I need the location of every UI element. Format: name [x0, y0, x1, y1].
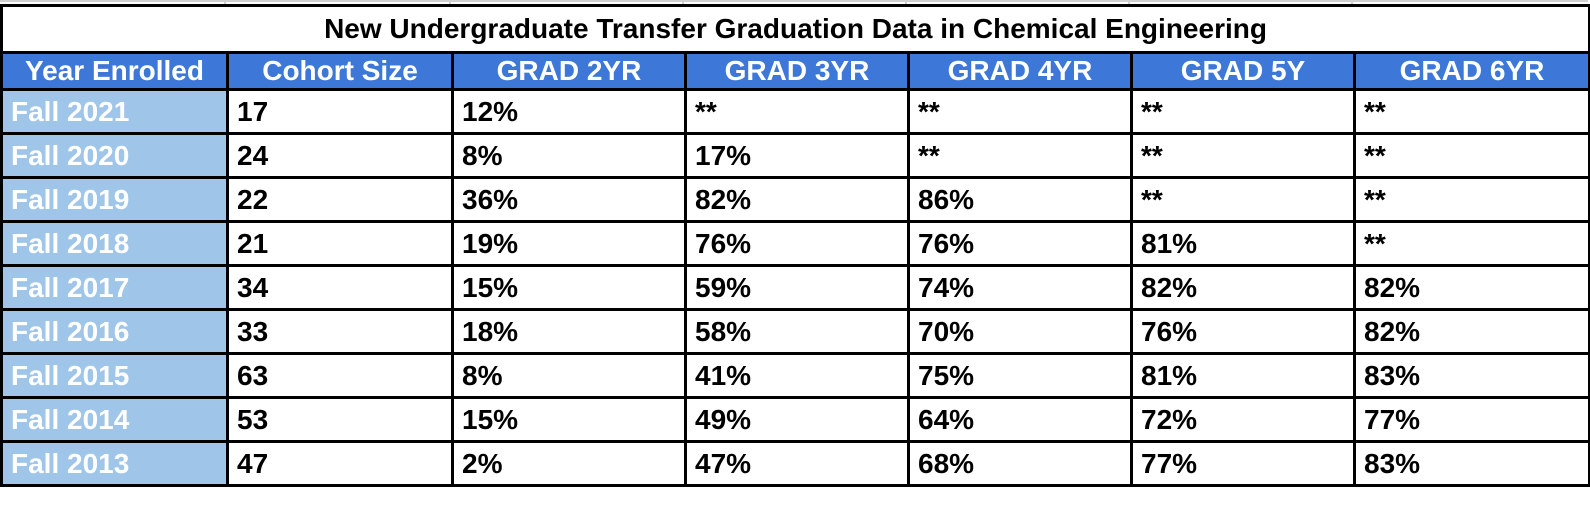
column-header-cohort-size[interactable]: Cohort Size [226, 51, 454, 91]
data-cell[interactable]: 68% [907, 440, 1133, 487]
data-cell[interactable]: ** [1352, 176, 1590, 223]
data-cell[interactable]: 83% [1352, 352, 1590, 399]
data-cell[interactable]: 82% [1130, 264, 1356, 311]
column-header-grad-5y[interactable]: GRAD 5Y [1130, 51, 1356, 91]
data-cell[interactable]: 82% [684, 176, 910, 223]
gridline-segment [0, 2, 226, 4]
table-row: Fall 2015 63 8% 41% 75% 81% 83% [0, 352, 1590, 399]
data-cell[interactable]: 63 [226, 352, 454, 399]
data-cell[interactable]: 2% [451, 440, 687, 487]
data-cell[interactable]: 15% [451, 396, 687, 443]
data-cell[interactable]: ** [684, 88, 910, 135]
data-cell[interactable]: ** [1352, 220, 1590, 267]
year-cell[interactable]: Fall 2020 [0, 132, 229, 179]
data-cell[interactable]: ** [1352, 132, 1590, 179]
table-row: Fall 2021 17 12% ** ** ** ** [0, 88, 1590, 135]
data-cell[interactable]: 75% [907, 352, 1133, 399]
table-row: Fall 2017 34 15% 59% 74% 82% 82% [0, 264, 1590, 311]
data-cell[interactable]: 76% [907, 220, 1133, 267]
column-header-grad-6yr[interactable]: GRAD 6YR [1352, 51, 1590, 91]
data-cell[interactable]: 70% [907, 308, 1133, 355]
data-cell[interactable]: 53 [226, 396, 454, 443]
data-cell[interactable]: 21 [226, 220, 454, 267]
data-cell[interactable]: 17 [226, 88, 454, 135]
gridline-segment [1130, 2, 1353, 4]
data-cell[interactable]: ** [1130, 88, 1356, 135]
table-row: Fall 2014 53 15% 49% 64% 72% 77% [0, 396, 1590, 443]
header-row: Year Enrolled Cohort Size GRAD 2YR GRAD 3YR… [0, 51, 1590, 91]
data-cell[interactable]: 34 [226, 264, 454, 311]
year-cell[interactable]: Fall 2016 [0, 308, 229, 355]
data-cell[interactable]: 76% [684, 220, 910, 267]
data-cell[interactable]: 59% [684, 264, 910, 311]
data-cell[interactable]: 41% [684, 352, 910, 399]
data-cell[interactable]: 81% [1130, 352, 1356, 399]
column-header-grad-3yr[interactable]: GRAD 3YR [684, 51, 910, 91]
table-row: Fall 2013 47 2% 47% 68% 77% 83% [0, 440, 1590, 487]
data-cell[interactable]: 64% [907, 396, 1133, 443]
year-cell[interactable]: Fall 2019 [0, 176, 229, 223]
data-cell[interactable]: 49% [684, 396, 910, 443]
year-cell[interactable]: Fall 2017 [0, 264, 229, 311]
data-cell[interactable]: ** [1352, 88, 1590, 135]
table-title[interactable]: New Undergraduate Transfer Graduation Da… [0, 4, 1590, 54]
data-cell[interactable]: 33 [226, 308, 454, 355]
data-cell[interactable]: 15% [451, 264, 687, 311]
data-cell[interactable]: 24 [226, 132, 454, 179]
table-row: Fall 2018 21 19% 76% 76% 81% ** [0, 220, 1590, 267]
data-cell[interactable]: ** [907, 88, 1133, 135]
year-cell[interactable]: Fall 2018 [0, 220, 229, 267]
column-header-year-enrolled[interactable]: Year Enrolled [0, 51, 229, 91]
data-cell[interactable]: 8% [451, 352, 687, 399]
gridline-segment [907, 2, 1130, 4]
data-cell[interactable]: 18% [451, 308, 687, 355]
data-cell[interactable]: 47 [226, 440, 454, 487]
gridline-segment [684, 2, 907, 4]
data-cell[interactable]: ** [1130, 132, 1356, 179]
year-cell[interactable]: Fall 2021 [0, 88, 229, 135]
year-cell[interactable]: Fall 2014 [0, 396, 229, 443]
data-cell[interactable]: ** [907, 132, 1133, 179]
table-row: Fall 2016 33 18% 58% 70% 76% 82% [0, 308, 1590, 355]
data-cell[interactable]: 8% [451, 132, 687, 179]
data-cell[interactable]: 77% [1130, 440, 1356, 487]
year-cell[interactable]: Fall 2013 [0, 440, 229, 487]
data-cell[interactable]: 77% [1352, 396, 1590, 443]
data-cell[interactable]: 19% [451, 220, 687, 267]
data-cell[interactable]: 58% [684, 308, 910, 355]
title-row: New Undergraduate Transfer Graduation Da… [0, 4, 1590, 54]
graduation-data-table: New Undergraduate Transfer Graduation Da… [0, 4, 1590, 487]
table-row: Fall 2019 22 36% 82% 86% ** ** [0, 176, 1590, 223]
data-cell[interactable]: 72% [1130, 396, 1356, 443]
column-header-grad-4yr[interactable]: GRAD 4YR [907, 51, 1133, 91]
spreadsheet-gridline-strip [0, 0, 1588, 4]
column-header-grad-2yr[interactable]: GRAD 2YR [451, 51, 687, 91]
data-cell[interactable]: 22 [226, 176, 454, 223]
data-cell[interactable]: 76% [1130, 308, 1356, 355]
data-cell[interactable]: 74% [907, 264, 1133, 311]
year-cell[interactable]: Fall 2015 [0, 352, 229, 399]
data-cell[interactable]: 12% [451, 88, 687, 135]
gridline-segment [226, 2, 451, 4]
data-cell[interactable]: ** [1130, 176, 1356, 223]
data-cell[interactable]: 36% [451, 176, 687, 223]
data-cell[interactable]: 86% [907, 176, 1133, 223]
gridline-segment [1353, 2, 1588, 4]
table-row: Fall 2020 24 8% 17% ** ** ** [0, 132, 1590, 179]
data-cell[interactable]: 81% [1130, 220, 1356, 267]
gridline-segment [451, 2, 684, 4]
data-cell[interactable]: 47% [684, 440, 910, 487]
data-cell[interactable]: 82% [1352, 264, 1590, 311]
data-cell[interactable]: 82% [1352, 308, 1590, 355]
data-cell[interactable]: 83% [1352, 440, 1590, 487]
data-cell[interactable]: 17% [684, 132, 910, 179]
